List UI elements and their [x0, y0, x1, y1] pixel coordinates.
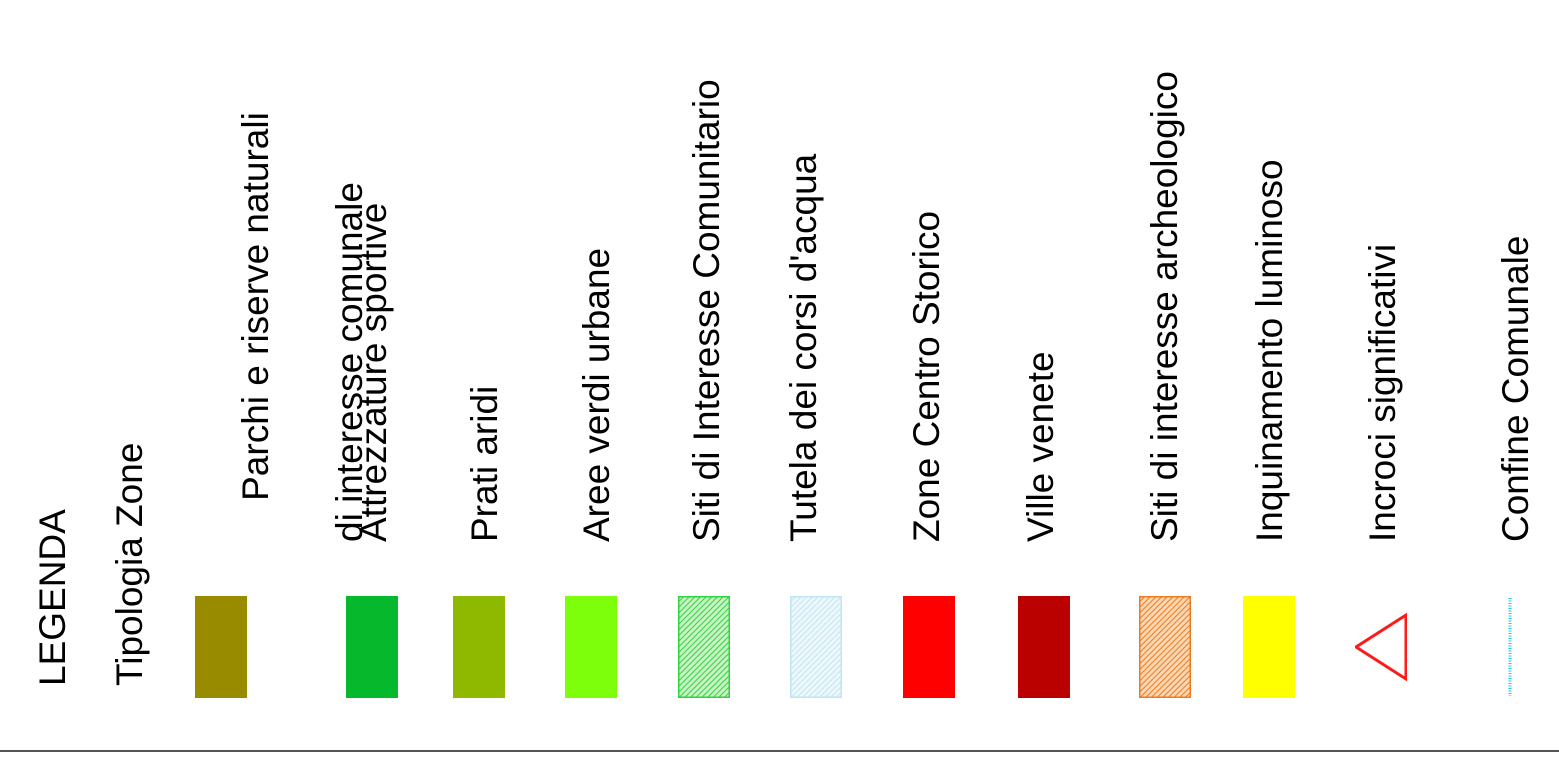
- legend-swatch-aree-verdi: [565, 596, 617, 698]
- legend-swatch-centro-storico: [903, 596, 955, 698]
- legend-swatch-ville: [1018, 596, 1070, 698]
- legend-label-sic: Siti di Interesse Comunitario: [686, 79, 727, 542]
- legend-swatch-incroci: [1355, 596, 1407, 698]
- legend-symbol-incroci: [1355, 612, 1407, 682]
- legend-label-inquinamento: Inquinamento luminoso: [1249, 159, 1290, 542]
- legend-symbol-confine: [1508, 598, 1512, 696]
- legend-swatch-inquinamento: [1243, 596, 1295, 698]
- legend-swatch-corsi-acqua: [790, 596, 842, 698]
- legend-label-corsi-acqua: Tutela dei corsi d'acqua: [783, 153, 824, 542]
- legend-label-centro-storico: Zone Centro Storico: [906, 210, 947, 542]
- legend-symbol-attrezzature: [346, 596, 398, 698]
- legend-symbol-corsi-acqua: [790, 596, 842, 698]
- legend-symbol-parchi: [195, 596, 247, 698]
- legend-symbol-inquinamento: [1243, 596, 1295, 698]
- legend-symbol-ville: [1018, 596, 1070, 698]
- legend-symbol-archeologici: [1139, 596, 1191, 698]
- bottom-divider: [0, 750, 1559, 752]
- legend-symbol-prati: [453, 596, 505, 698]
- legend-swatch-prati: [453, 596, 505, 698]
- legend-label-archeologici: Siti di interesse archeologico: [1144, 71, 1185, 542]
- legend-label-incroci: Incroci significativi: [1362, 243, 1403, 542]
- legend-swatch-sic: [678, 596, 730, 698]
- legend-label-attrezzature: Attrezzature sportive: [353, 202, 394, 542]
- legend-symbol-centro-storico: [903, 596, 955, 698]
- legend-label-aree-verdi: Aree verdi urbane: [576, 247, 617, 542]
- legend-label-prati: Prati aridi: [464, 385, 505, 542]
- legend-symbol-aree-verdi: [565, 596, 617, 698]
- legend-label-parchi-line1: Parchi e riserve naturali: [235, 112, 276, 501]
- legend-title: LEGENDA: [32, 509, 73, 686]
- legend-label-confine: Confine Comunale: [1495, 235, 1536, 542]
- legend-swatch-parchi: [195, 596, 247, 698]
- legend-label-ville: Ville venete: [1020, 351, 1061, 542]
- legend-swatch-confine: [1484, 596, 1536, 698]
- legend-symbol-sic: [678, 596, 730, 698]
- legend-swatch-attrezzature: [346, 596, 398, 698]
- legend-swatch-archeologici: [1139, 596, 1191, 698]
- legend-subtitle: Tipologia Zone: [109, 442, 150, 686]
- legend-label-parchi: Parchi e riserve naturali di interesse c…: [200, 112, 442, 542]
